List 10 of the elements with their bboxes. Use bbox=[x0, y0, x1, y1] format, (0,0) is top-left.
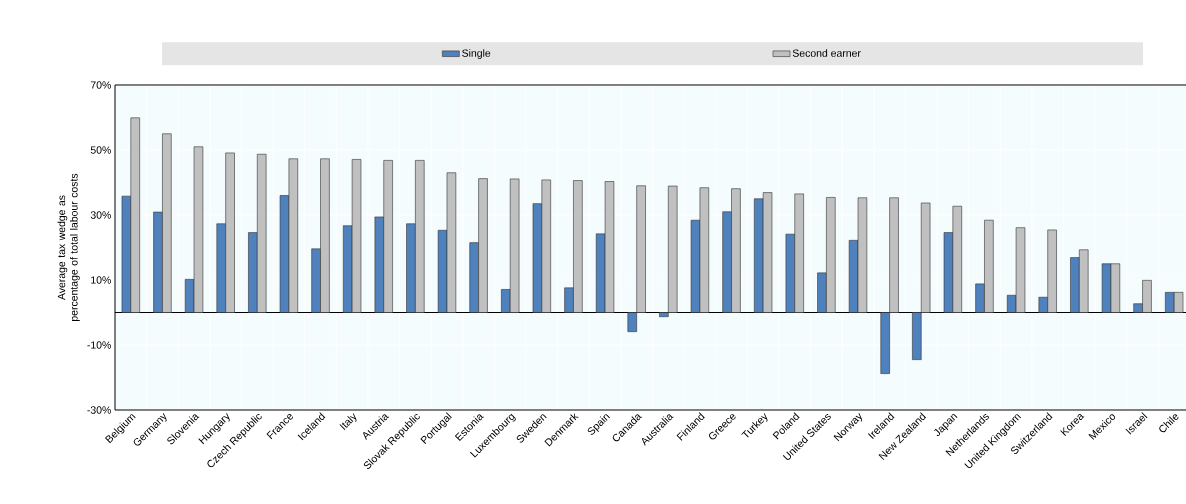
y-tick-label: 50% bbox=[90, 146, 111, 154]
legend-label: Single bbox=[462, 49, 491, 59]
y-axis-title: Average tax wedge as percentage of total labour costs bbox=[57, 173, 80, 321]
y-tick-label: 30% bbox=[90, 211, 111, 219]
x-tick-label: Italy bbox=[339, 413, 357, 430]
y-tick-label: 10% bbox=[91, 276, 111, 284]
y-tick-label: -30% bbox=[87, 406, 111, 414]
y-tick-label: -10% bbox=[87, 341, 111, 349]
y-tick-label: 70% bbox=[90, 81, 111, 89]
legend-label: Second earner bbox=[792, 49, 861, 57]
